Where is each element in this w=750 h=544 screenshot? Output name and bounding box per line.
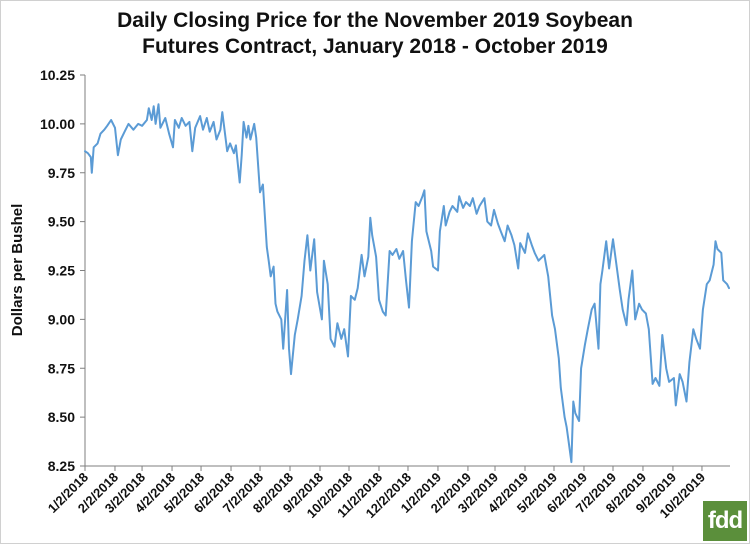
chart-title-line-1: Daily Closing Price for the November 201…	[117, 9, 633, 32]
fdd-logo: fdd	[703, 501, 747, 541]
y-tick-label: 9.00	[48, 311, 75, 327]
y-tick-label: 8.75	[48, 360, 75, 376]
y-tick-label: 9.25	[48, 263, 75, 279]
y-axis-label: Dollars per Bushel	[9, 204, 26, 337]
y-axis: 8.25 8.50 8.75 9.00 9.25 9.50 9.75 10.00 10.25	[40, 67, 86, 474]
y-tick-label: 9.75	[48, 165, 75, 181]
x-axis: 1/2/20182/2/20183/2/20184/2/20185/2/2018…	[45, 465, 730, 521]
y-tick-label: 9.50	[48, 214, 75, 230]
series-line	[84, 103, 730, 464]
y-tick-label: 10.25	[40, 67, 75, 83]
series-layer	[84, 103, 730, 464]
chart-title-line-2: Futures Contract, January 2018 - October…	[142, 35, 608, 58]
y-tick-label: 8.50	[48, 409, 75, 425]
y-tick-label: 8.25	[48, 458, 75, 474]
y-tick-label: 10.00	[40, 116, 75, 132]
